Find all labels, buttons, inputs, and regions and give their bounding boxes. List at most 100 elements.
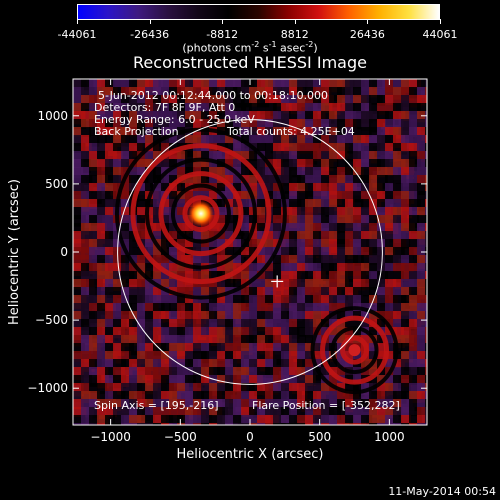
image-pixel (337, 231, 346, 245)
image-pixel (281, 191, 290, 201)
image-pixel (257, 255, 270, 264)
image-pixel (217, 263, 230, 275)
image-pixel (137, 143, 147, 156)
image-pixel (305, 351, 314, 365)
image-pixel (233, 175, 244, 189)
image-pixel (225, 79, 236, 90)
image-pixel (265, 135, 276, 145)
image-pixel (401, 263, 414, 273)
image-pixel (217, 207, 227, 219)
image-pixel (289, 287, 302, 297)
image-pixel (193, 343, 207, 354)
image-pixel (121, 231, 134, 242)
image-pixel (321, 279, 330, 292)
colorbar-tick-label: -44061 (57, 28, 97, 41)
image-pixel (73, 87, 84, 96)
image-pixel (129, 255, 140, 264)
image-pixel (265, 95, 274, 104)
image-pixel (217, 95, 230, 105)
image-pixel (401, 375, 413, 387)
image-pixel (257, 423, 267, 425)
image-pixel (73, 223, 85, 233)
image-pixel (89, 263, 102, 275)
image-pixel (233, 327, 243, 338)
image-pixel (345, 183, 357, 192)
solar-limb (117, 119, 383, 385)
image-pixel (337, 95, 351, 105)
image-pixel (417, 359, 427, 369)
image-pixel (305, 287, 315, 296)
image-pixel (225, 375, 237, 386)
image-pixel (121, 255, 132, 265)
image-pixel (129, 135, 138, 146)
image-pixel (153, 215, 162, 229)
image-pixel (81, 111, 95, 121)
image-pixel (305, 247, 319, 258)
annotation-detectors: Detectors: 7F 8F 9F, Att 0 (94, 101, 235, 114)
colorbar-tick-mark (294, 19, 296, 24)
image-pixel (73, 207, 82, 220)
image-pixel (409, 391, 422, 403)
image-pixel (401, 271, 410, 282)
image-pixel (417, 215, 427, 227)
image-pixel (425, 295, 427, 305)
image-pixel (281, 287, 294, 298)
image-pixel (113, 351, 122, 364)
image-pixel (209, 383, 219, 396)
image-pixel (257, 295, 271, 307)
image-pixel (249, 311, 259, 323)
image-pixel (425, 87, 427, 100)
image-pixel (89, 391, 100, 402)
image-pixel (97, 231, 109, 244)
image-pixel (177, 335, 187, 347)
image-pixel (257, 279, 268, 291)
image-pixel (289, 399, 301, 411)
image-pixel (369, 103, 378, 114)
image-pixel (393, 191, 402, 203)
image-pixel (201, 191, 214, 202)
image-pixel (297, 383, 308, 396)
image-pixel (377, 175, 388, 189)
image-pixel (353, 423, 367, 425)
image-pixel (73, 215, 86, 227)
image-pixel (121, 191, 134, 200)
image-pixel (97, 223, 108, 234)
image-pixel (345, 151, 358, 162)
image-pixel (129, 87, 141, 98)
image-pixel (137, 351, 147, 365)
image-pixel (185, 343, 194, 352)
image-pixel (297, 167, 310, 178)
image-pixel (193, 143, 204, 154)
image-pixel (137, 95, 150, 107)
image-pixel (377, 279, 388, 293)
y-tick-label: 1000 (37, 109, 68, 123)
image-pixel (393, 159, 406, 168)
image-pixel (345, 143, 359, 154)
image-pixel (137, 383, 147, 395)
image-pixel (137, 343, 146, 356)
image-pixel (201, 303, 213, 315)
image-pixel (409, 215, 420, 228)
image-pixel (169, 415, 183, 425)
image-pixel (169, 79, 179, 93)
image-pixel (89, 143, 98, 154)
image-pixel (353, 319, 362, 332)
image-pixel (201, 359, 213, 372)
image-pixel (161, 295, 172, 305)
image-pixel (273, 199, 285, 208)
image-pixel (153, 247, 167, 258)
image-pixel (121, 367, 133, 377)
image-pixel (225, 87, 238, 97)
image-pixel (377, 191, 386, 202)
image-pixel (393, 327, 404, 340)
image-pixel (89, 207, 98, 216)
image-pixel (113, 359, 127, 371)
image-pixel (265, 327, 279, 339)
image-pixel (169, 367, 183, 379)
image-pixel (281, 343, 290, 354)
image-pixel (169, 383, 179, 397)
image-pixel (313, 95, 322, 109)
image-pixel (297, 239, 309, 252)
image-pixel (201, 399, 212, 409)
image-pixel (201, 151, 214, 161)
